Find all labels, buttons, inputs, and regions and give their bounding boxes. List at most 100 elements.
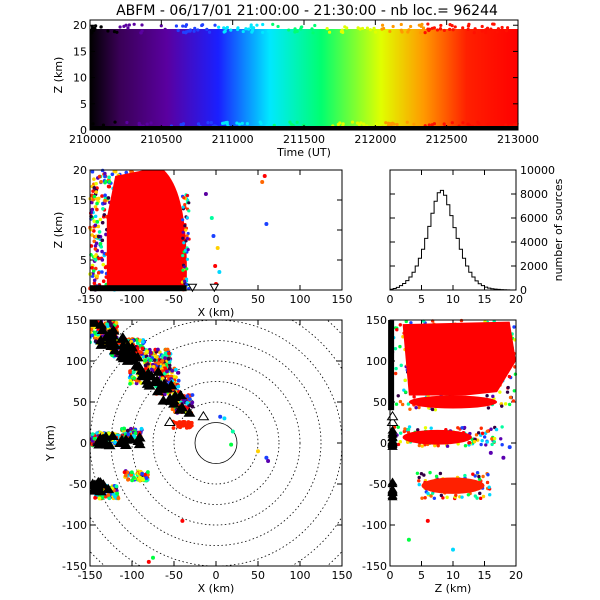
source-point	[187, 209, 191, 213]
source-point	[454, 493, 458, 497]
y-tick-label: 8000	[520, 188, 548, 201]
source-point	[114, 484, 119, 489]
histogram-line	[389, 189, 516, 291]
source-point	[91, 122, 95, 126]
source-point	[118, 25, 122, 29]
source-point	[299, 27, 303, 31]
source-point	[213, 264, 218, 268]
source-point	[173, 367, 178, 372]
source-point	[181, 253, 185, 258]
source-point	[139, 31, 143, 35]
source-point	[90, 233, 94, 237]
y-tick-label: 0	[80, 437, 87, 450]
source-point	[123, 473, 128, 478]
y-tick-label: 10	[73, 224, 87, 237]
source-point	[106, 29, 110, 33]
source-point	[463, 444, 468, 448]
source-point	[165, 369, 169, 374]
source-point	[421, 26, 426, 30]
source-point	[485, 480, 490, 485]
source-point	[193, 26, 197, 30]
x-tick-label: 50	[251, 569, 265, 582]
source-point	[184, 24, 188, 28]
figure-title: ABFM - 06/17/01 21:00:00 - 21:30:00 - nb…	[116, 3, 498, 19]
source-point	[450, 24, 454, 28]
source-point	[101, 262, 106, 267]
source-point	[95, 219, 100, 224]
x-tick-label: 50	[251, 293, 265, 306]
source-point	[439, 23, 443, 28]
x-tick-label: 20	[509, 293, 523, 306]
source-point	[225, 25, 229, 30]
source-point	[116, 496, 121, 501]
source-point	[503, 402, 508, 406]
source-point	[183, 202, 187, 207]
ground-stroke-marker	[209, 283, 220, 293]
source-point	[101, 123, 106, 127]
source-point	[181, 24, 185, 28]
source-point	[185, 193, 189, 198]
red-source-mass	[421, 477, 485, 494]
source-point	[96, 256, 101, 261]
source-point	[406, 427, 411, 432]
source-point	[186, 29, 190, 33]
source-point	[153, 347, 158, 352]
source-point	[185, 394, 190, 399]
source-point	[92, 239, 97, 244]
source-point	[93, 223, 98, 228]
source-point	[229, 28, 233, 32]
source-point	[473, 27, 477, 31]
ground-stroke-marker	[93, 439, 106, 449]
source-point	[93, 495, 98, 500]
source-point	[430, 26, 435, 30]
source-point	[129, 169, 133, 174]
source-point	[175, 422, 180, 427]
y-tick-label: 50	[373, 396, 387, 409]
source-point	[100, 194, 104, 198]
source-point	[130, 478, 135, 483]
source-point	[426, 22, 430, 26]
ground-stroke-marker	[157, 395, 170, 405]
y-axis-label: Y (km)	[44, 425, 57, 462]
source-point	[206, 121, 210, 125]
range-ring	[152, 381, 280, 505]
source-point	[126, 432, 131, 437]
source-point	[487, 485, 491, 489]
source-point	[146, 559, 151, 564]
source-point	[474, 433, 479, 437]
source-point	[441, 496, 445, 500]
source-point	[122, 426, 127, 431]
source-point	[442, 122, 446, 126]
source-point	[398, 344, 402, 349]
source-point	[276, 24, 280, 29]
source-point	[143, 358, 148, 363]
source-point	[460, 426, 464, 430]
source-point	[176, 378, 181, 383]
source-point	[113, 169, 118, 174]
source-point	[162, 123, 166, 127]
source-point	[481, 474, 485, 479]
source-point	[417, 475, 421, 480]
source-point	[264, 222, 269, 226]
source-point	[143, 472, 147, 477]
y-tick-label: 0	[80, 124, 87, 137]
plan-content	[90, 320, 342, 566]
source-point	[138, 475, 142, 480]
source-point	[237, 122, 242, 126]
source-point	[115, 30, 119, 34]
source-point	[380, 23, 385, 27]
source-point	[513, 372, 518, 376]
y-tick-label: 0	[520, 284, 527, 297]
source-point	[181, 268, 185, 272]
source-point	[101, 279, 106, 284]
source-point	[230, 429, 235, 434]
source-point	[92, 219, 97, 224]
source-point	[207, 30, 212, 34]
source-point	[343, 25, 347, 29]
source-point	[96, 234, 101, 239]
source-point	[196, 122, 201, 126]
source-point	[480, 438, 484, 443]
source-point	[482, 435, 487, 439]
source-point	[112, 29, 117, 34]
